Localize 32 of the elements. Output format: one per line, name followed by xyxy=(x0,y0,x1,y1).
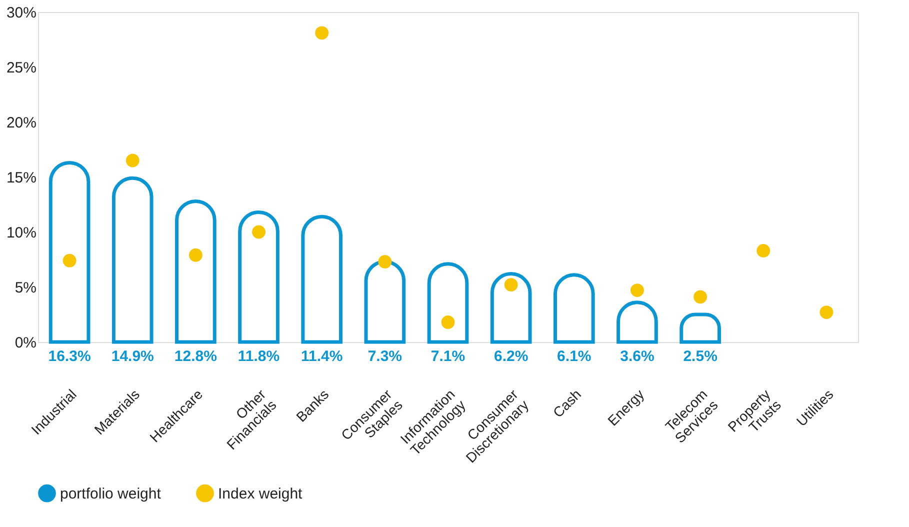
data-label: 7.1% xyxy=(430,348,466,365)
data-label: 7.3% xyxy=(368,348,402,365)
point xyxy=(188,248,202,262)
data-label: 6.1% xyxy=(557,348,592,365)
y-tick-label: 10% xyxy=(6,224,36,242)
point xyxy=(441,316,455,329)
y-tick-label: 20% xyxy=(6,114,36,132)
data-label: 12.8% xyxy=(174,348,217,365)
point xyxy=(820,306,834,319)
data-label: 11.4% xyxy=(300,348,343,365)
point xyxy=(315,26,329,40)
point xyxy=(62,254,76,268)
y-tick-label: 15% xyxy=(6,170,36,186)
y-tick-label: 0% xyxy=(14,334,36,352)
data-label: 6.2% xyxy=(494,348,528,365)
point xyxy=(756,244,770,258)
data-label: 14.9% xyxy=(111,348,154,365)
legend-label: Index weight xyxy=(218,485,304,502)
y-tick-label: 25% xyxy=(6,60,36,76)
data-label: 2.5% xyxy=(683,348,718,365)
data-label: 3.6% xyxy=(620,348,654,365)
data-label: 16.3% xyxy=(48,348,91,365)
data-label: 11.8% xyxy=(238,348,280,365)
point xyxy=(126,154,140,168)
point xyxy=(252,225,266,239)
legend-label: portfolio weight xyxy=(60,485,162,502)
point xyxy=(630,284,644,297)
point xyxy=(694,290,708,304)
y-tick-label: 30% xyxy=(6,4,36,22)
point xyxy=(378,255,392,268)
point xyxy=(504,278,518,292)
y-tick-label: 5% xyxy=(14,280,36,296)
